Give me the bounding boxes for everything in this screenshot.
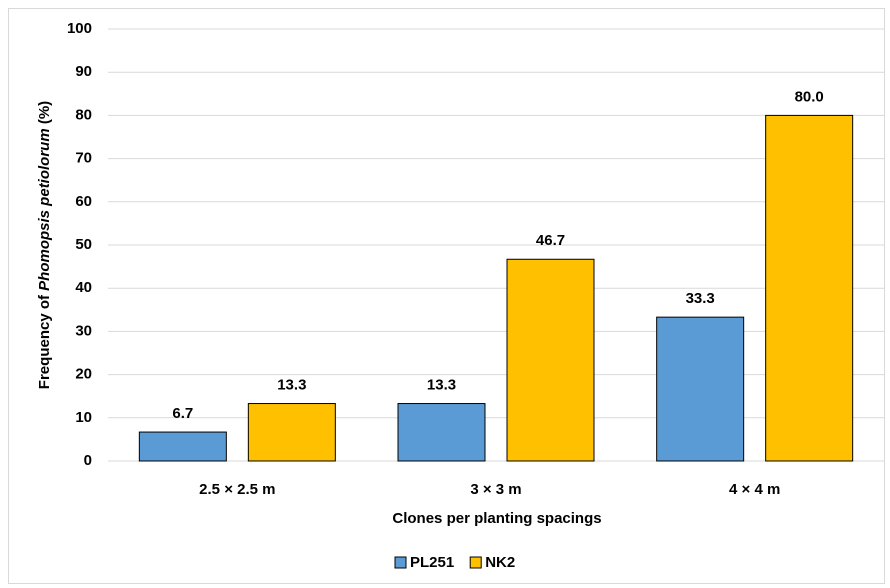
y-tick-label: 90 (75, 63, 92, 80)
y-axis-title-part: (%) (36, 101, 53, 129)
value-label: 80.0 (795, 88, 824, 105)
y-tick-label: 70 (75, 150, 92, 167)
value-label: 13.3 (427, 377, 456, 394)
bar (765, 114, 854, 462)
bar (138, 431, 227, 462)
y-tick-label: 20 (75, 366, 92, 383)
y-tick-label: 50 (75, 236, 92, 253)
x-tick-label: 4 × 4 m (729, 481, 780, 498)
x-axis-title: Clones per planting spacings (392, 510, 601, 527)
value-label: 13.3 (277, 377, 306, 394)
y-axis-title: Frequency of Phomopsis petiolorum (%) (36, 101, 53, 389)
bar (247, 403, 336, 462)
value-label: 46.7 (536, 232, 565, 249)
legend-label: NK2 (485, 554, 515, 571)
y-axis-title-part: Phomopsis petiolorum (36, 128, 53, 291)
legend-swatch (394, 556, 407, 569)
x-tick-label: 2.5 × 2.5 m (199, 481, 275, 498)
chart-border (8, 8, 885, 584)
legend-swatch (469, 556, 482, 569)
value-label: 33.3 (686, 290, 715, 307)
y-tick-label: 100 (67, 20, 92, 37)
bar (506, 258, 595, 462)
bar (656, 316, 745, 462)
value-label: 6.7 (172, 405, 193, 422)
bar (397, 403, 486, 462)
y-tick-label: 60 (75, 193, 92, 210)
legend-label: PL251 (410, 554, 454, 571)
y-tick-label: 30 (75, 322, 92, 339)
y-axis-title-part: Frequency of (36, 291, 53, 389)
y-tick-label: 80 (75, 106, 92, 123)
y-tick-label: 40 (75, 279, 92, 296)
x-tick-label: 3 × 3 m (470, 481, 521, 498)
y-tick-label: 0 (84, 452, 92, 469)
y-tick-label: 10 (75, 409, 92, 426)
